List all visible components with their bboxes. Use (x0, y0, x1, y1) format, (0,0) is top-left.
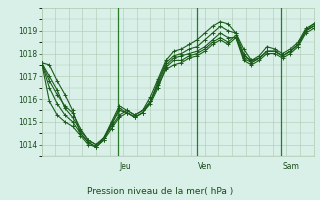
Text: Ven: Ven (198, 162, 212, 171)
Text: Pression niveau de la mer( hPa ): Pression niveau de la mer( hPa ) (87, 187, 233, 196)
Text: Sam: Sam (282, 162, 299, 171)
Text: Jeu: Jeu (119, 162, 131, 171)
